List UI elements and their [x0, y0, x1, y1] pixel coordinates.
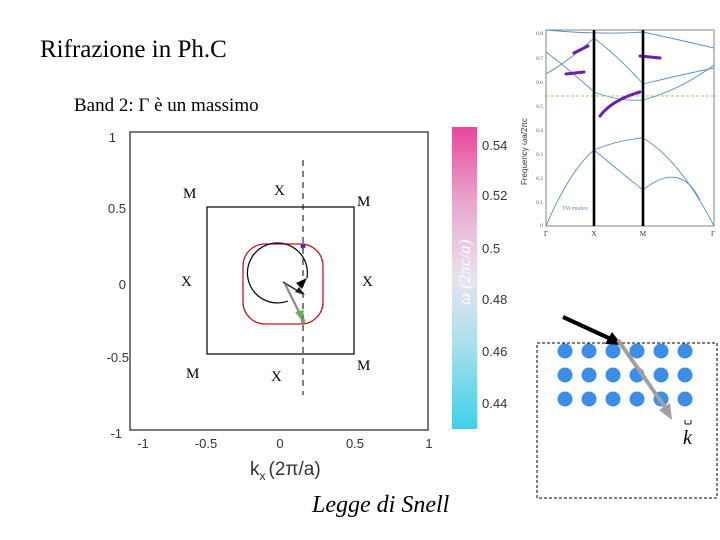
band-y-tick: 0.4	[536, 128, 543, 134]
lattice-dot	[629, 391, 645, 407]
lattice-dot	[581, 391, 597, 407]
band-x-tick: Γ	[711, 230, 715, 238]
bz-label-bottom-mid: X	[271, 369, 282, 385]
lattice-dot	[605, 367, 621, 383]
slide-title: Rifrazione in Ph.C	[40, 36, 227, 63]
lattice-dot	[605, 391, 621, 407]
bz-label-top-left: M	[183, 186, 196, 202]
highlight-segment	[564, 70, 586, 76]
gray-arrow	[284, 283, 302, 317]
x-tick-label: 1	[425, 436, 432, 451]
band-x-tick: Γ	[544, 230, 548, 238]
highlight-segment	[572, 44, 590, 55]
colorbar-tick: 0.54	[482, 138, 507, 153]
band-y-tick: 0.8	[536, 31, 543, 37]
x-tick-label: -0.5	[195, 436, 217, 451]
crystal-boundary	[536, 342, 718, 499]
band-y-tick: 0.2	[536, 176, 543, 182]
snell-law-caption: Legge di Snell	[312, 492, 450, 518]
y-tick-label: -0.5	[107, 350, 129, 365]
purple-point	[300, 243, 306, 249]
band-y-tick: 0.1	[536, 200, 543, 206]
brillouin-zone	[206, 206, 355, 355]
band-frame	[545, 29, 715, 227]
red-contour	[242, 243, 324, 325]
band-y-tick: 0.3	[536, 152, 543, 158]
band-y-tick: 0.6	[536, 80, 543, 86]
arrowhead-green	[295, 310, 304, 321]
lattice-dot	[677, 391, 693, 407]
lattice-dot	[605, 343, 621, 359]
refracted-wave-arrow	[616, 338, 669, 412]
bz-label-mid-right: X	[362, 274, 373, 290]
lattice-dot	[581, 343, 597, 359]
plot-frame	[129, 131, 429, 431]
y-tick-label: 0.5	[108, 201, 126, 216]
x-axis-label: kx (2π/a)	[250, 459, 321, 483]
colorbar-tick: 0.48	[482, 292, 507, 307]
y-tick-label: 0	[119, 277, 126, 292]
x-tick-label: -1	[137, 436, 149, 451]
lattice-dot	[653, 367, 669, 383]
band-x-tick: M	[640, 230, 647, 238]
lattice-dot	[557, 367, 573, 383]
contour-arrowhead	[296, 278, 307, 289]
colorbar-tick: 0.52	[482, 188, 507, 203]
refracted-arrowhead	[659, 403, 672, 420]
colorbar-label: ω (2πc/a)	[455, 239, 474, 305]
colorbar-tick: 0.46	[482, 344, 507, 359]
crystal-diagram: k	[536, 315, 718, 499]
bz-label-top-right: M	[357, 194, 370, 210]
y-tick-label: 1	[109, 130, 116, 145]
k-vector-label: k	[683, 427, 693, 449]
bz-label-bottom-left: M	[186, 366, 199, 382]
colorbar	[452, 127, 477, 429]
band-y-label: Frequency ωa/2πc	[520, 118, 529, 185]
lattice-dot	[653, 343, 669, 359]
lattice-dot	[557, 343, 573, 359]
band-legend: TM modes	[562, 206, 588, 212]
lattice-dot	[581, 367, 597, 383]
band-diagram: 0.8 0.7 0.6 0.5 0.4 0.3 0.2 0.1 0 Freque…	[520, 29, 715, 238]
highlight-segment	[598, 90, 642, 118]
bz-label-top-mid: X	[274, 183, 285, 199]
band-y-tick: 0.5	[536, 104, 543, 110]
band-3	[545, 37, 715, 85]
arrowhead-black	[295, 287, 305, 295]
contour-plot: M X M X X M X M 1 0.5 0 -0.5 -1 -1 -0.5 …	[107, 127, 507, 483]
lattice-dot	[629, 343, 645, 359]
green-point	[300, 318, 306, 324]
colorbar-tick: 0.44	[482, 396, 507, 411]
band-y-tick: 0.7	[536, 56, 543, 62]
colorbar-tick: 0.5	[482, 241, 500, 256]
x-tick-label: 0.5	[346, 436, 364, 451]
band-1	[545, 137, 715, 227]
lattice-dot	[677, 367, 693, 383]
y-tick-label: -1	[110, 426, 122, 441]
bz-label-mid-left: X	[181, 274, 192, 290]
black-contour	[246, 242, 309, 304]
incident-wave-arrow	[562, 315, 614, 342]
bz-label-bottom-right: M	[357, 358, 370, 374]
lattice-dot	[677, 343, 693, 359]
lattice-dot	[557, 391, 573, 407]
x-tick-label: 0	[276, 436, 283, 451]
band-x-tick: X	[591, 230, 596, 238]
slide-subtitle: Band 2: Γ è un massimo	[74, 95, 259, 116]
band-y-tick: 0	[540, 223, 543, 229]
